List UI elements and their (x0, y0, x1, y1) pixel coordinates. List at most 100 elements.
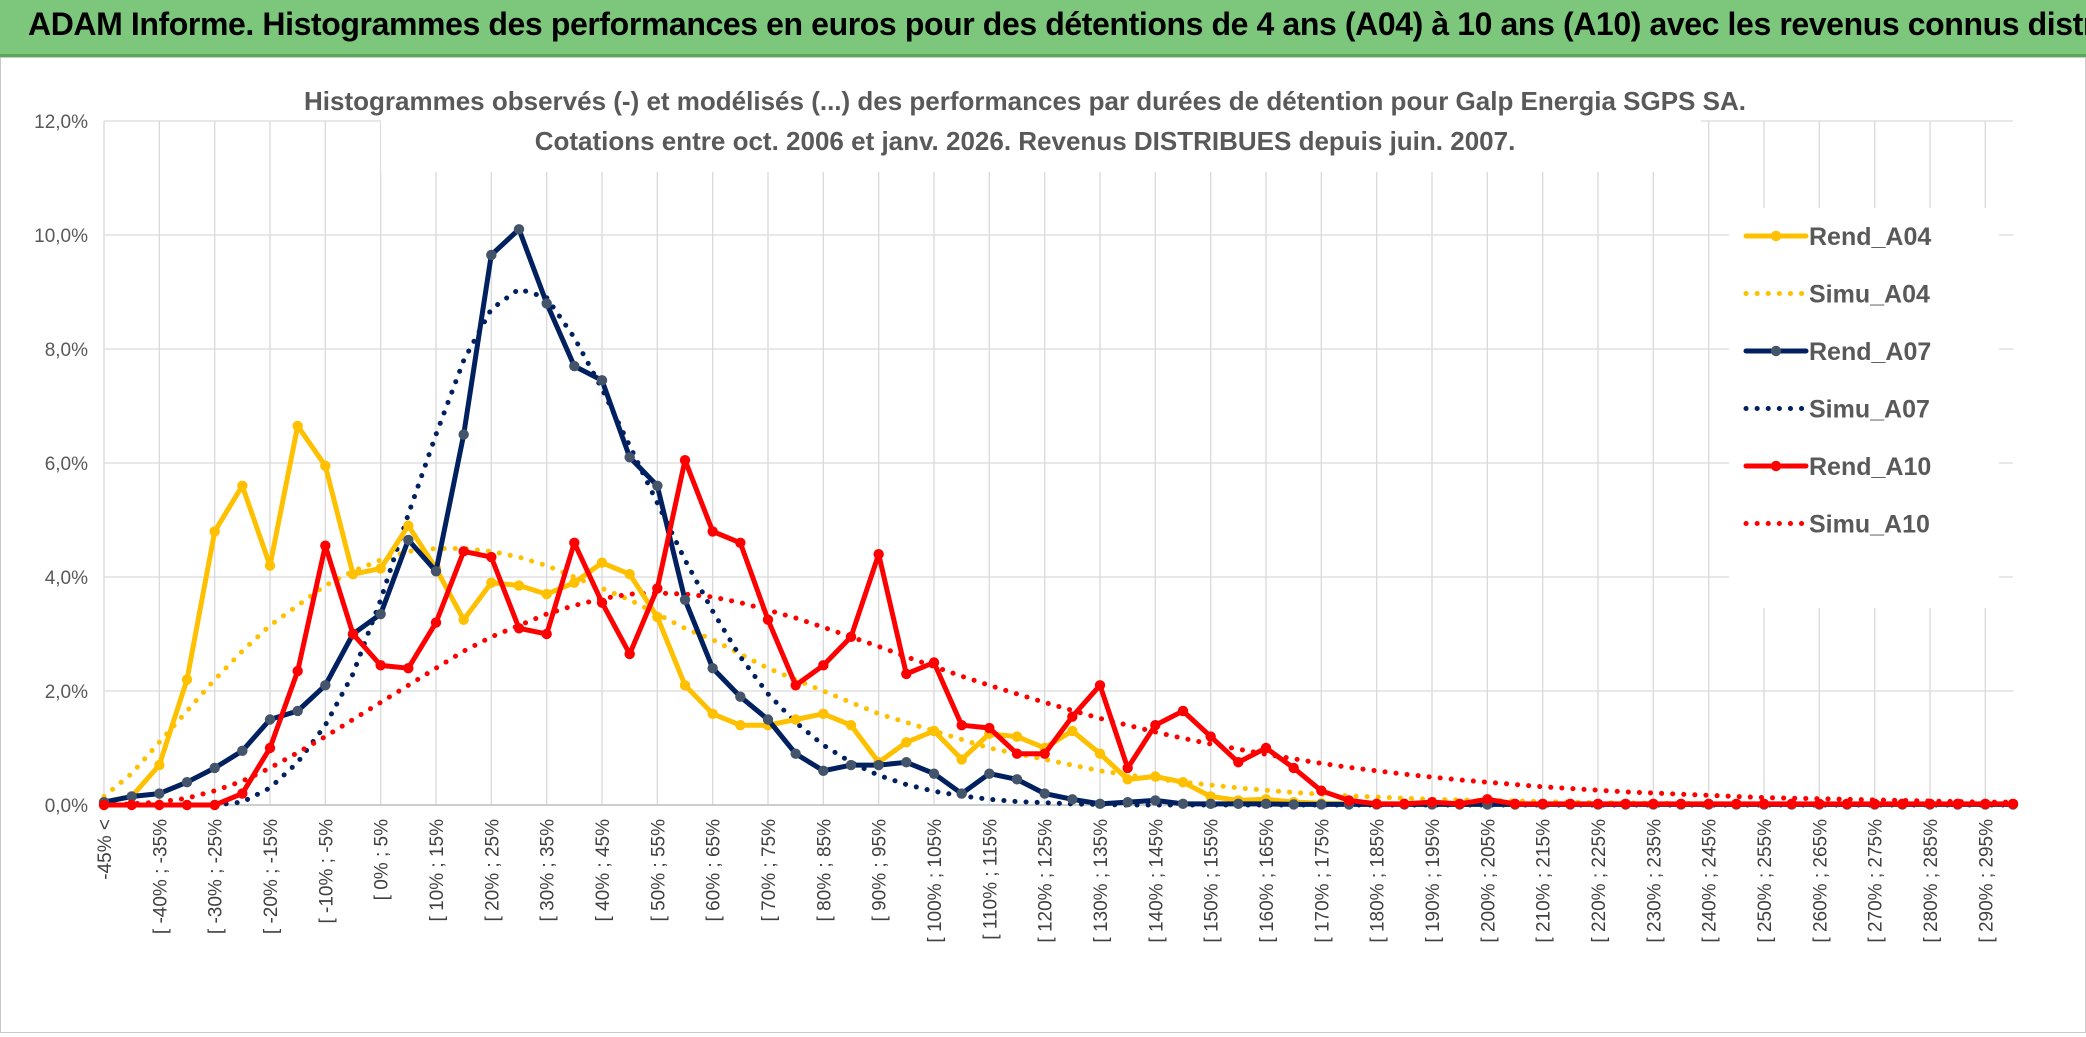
point-Rend_A10 (569, 537, 580, 548)
point-Rend_A07 (320, 680, 331, 691)
series-line-Rend_A04 (101, 423, 2016, 807)
legend-marker-Rend_A10 (1770, 460, 1782, 472)
point-Rend_A10 (1316, 785, 1327, 796)
point-Rend_A10 (652, 583, 663, 594)
point-Rend_A07 (403, 534, 414, 546)
x-tick-label: [ 0% ; 5% (372, 819, 393, 900)
point-Rend_A07 (1205, 798, 1216, 810)
point-Rend_A07 (430, 566, 442, 577)
point-Rend_A10 (237, 788, 248, 799)
legend-label-Simu_A10: Simu_A10 (1809, 511, 1930, 539)
chart-frame: 0,0% 2,0% 4,0% 6,0% 8,0% 10,0% 12,0% -45% < [ -… (0, 57, 2086, 1033)
x-tick-label: [ 250% ; 255% (1755, 819, 1776, 943)
point-Rend_A07 (237, 745, 248, 757)
y-tick-label: 0,0% (45, 796, 88, 817)
point-Rend_A04 (1205, 791, 1216, 802)
point-Rend_A10 (1980, 798, 1991, 810)
point-Rend_A04 (1122, 774, 1133, 785)
point-Rend_A04 (458, 614, 469, 625)
series (98, 224, 2019, 811)
x-tick-label: [ 240% ; 245% (1700, 819, 1721, 943)
point-Rend_A10 (873, 549, 884, 560)
point-Rend_A07 (984, 768, 995, 779)
point-Rend_A07 (1260, 798, 1272, 810)
x-tick-label: [ 140% ; 145% (1146, 819, 1167, 943)
point-Rend_A10 (181, 799, 193, 811)
point-Rend_A04 (292, 420, 303, 432)
point-Rend_A07 (679, 594, 691, 605)
point-Rend_A07 (1039, 788, 1050, 799)
x-tick-label: [ 190% ; 195% (1423, 819, 1444, 943)
point-Rend_A07 (1067, 794, 1078, 805)
point-Rend_A04 (596, 557, 608, 568)
x-tick-label: [ 110% ; 115% (980, 819, 1001, 940)
point-Rend_A10 (1011, 748, 1023, 759)
x-tick-label: [ 200% ; 205% (1478, 819, 1499, 943)
point-Rend_A10 (956, 720, 967, 731)
point-Rend_A07 (154, 788, 165, 799)
y-tick-label: 4,0% (45, 568, 88, 589)
x-tick-label: [ 80% ; 85% (814, 819, 835, 922)
point-Rend_A10 (375, 660, 386, 671)
point-Rend_A07 (762, 714, 774, 725)
point-Rend_A07 (1094, 798, 1106, 810)
point-Rend_A07 (1011, 774, 1023, 785)
point-Rend_A10 (513, 623, 525, 634)
point-Rend_A07 (375, 608, 386, 620)
point-Rend_A10 (486, 551, 497, 563)
point-Rend_A04 (901, 737, 912, 748)
point-Rend_A04 (624, 568, 635, 580)
point-Rend_A10 (1205, 731, 1216, 742)
series-line-Rend_A07 (101, 226, 2016, 807)
x-tick-label: -45% < (95, 819, 116, 880)
point-Rend_A04 (320, 460, 331, 472)
point-Rend_A07 (707, 663, 718, 674)
point-Rend_A10 (1786, 798, 1797, 810)
y-tick-label: 6,0% (45, 454, 88, 475)
point-Rend_A10 (403, 663, 414, 674)
point-Rend_A04 (845, 720, 857, 731)
legend: Rend_A04 Simu_A04 Rend_A07 Simu_A07 Rend_A10… (1729, 208, 1999, 608)
point-Rend_A04 (264, 560, 276, 571)
point-Rend_A07 (181, 777, 193, 788)
point-Rend_A10 (1371, 798, 1382, 810)
point-Rend_A10 (1703, 798, 1714, 810)
point-Rend_A10 (845, 631, 857, 643)
series-line-Simu_A07 (101, 286, 2016, 808)
x-tick-label: [ 20% ; 25% (482, 819, 503, 922)
point-Rend_A04 (928, 725, 940, 737)
x-tick-label: [ 40% ; 45% (593, 819, 614, 922)
x-tick-label: [ 120% ; 125% (1036, 819, 1057, 943)
point-Rend_A07 (292, 705, 303, 717)
point-Rend_A10 (1288, 762, 1299, 774)
point-Rend_A10 (928, 657, 940, 668)
point-Rend_A10 (2007, 798, 2019, 810)
point-Rend_A07 (513, 224, 525, 235)
point-Rend_A07 (1177, 798, 1189, 810)
point-Rend_A10 (624, 648, 635, 660)
line-chart: 0,0% 2,0% 4,0% 6,0% 8,0% 10,0% 12,0% -45% < [ -… (34, 72, 2019, 943)
x-tick-label: [ -10% ; -5% (316, 819, 337, 924)
point-Rend_A10 (1952, 798, 1963, 810)
point-Rend_A10 (1233, 757, 1244, 768)
point-Rend_A10 (98, 799, 110, 811)
series-line-Simu_A10 (101, 590, 2016, 808)
x-tick-label: [ 100% ; 105% (925, 819, 946, 943)
point-Rend_A04 (652, 611, 663, 623)
point-Rend_A07 (126, 791, 137, 802)
point-Rend_A10 (1150, 720, 1161, 731)
point-Rend_A04 (237, 480, 248, 491)
point-Rend_A10 (264, 742, 276, 754)
x-axis-ticks: -45% < [ -40% ; -35% [ -30% ; -25% [ -20% ;… (95, 819, 1997, 943)
legend-background (1729, 208, 1999, 608)
point-Rend_A10 (292, 665, 303, 677)
point-Rend_A07 (1288, 799, 1299, 810)
point-Rend_A04 (1177, 777, 1189, 788)
legend-label-Rend_A04: Rend_A04 (1809, 223, 1931, 251)
banner: ADAM Informe. Histogrammes des performan… (0, 0, 2086, 57)
point-Rend_A04 (375, 563, 386, 574)
point-Rend_A07 (901, 757, 912, 768)
point-Rend_A10 (596, 597, 608, 608)
point-Rend_A10 (1897, 798, 1908, 810)
legend-label-Rend_A07: Rend_A07 (1809, 338, 1931, 366)
